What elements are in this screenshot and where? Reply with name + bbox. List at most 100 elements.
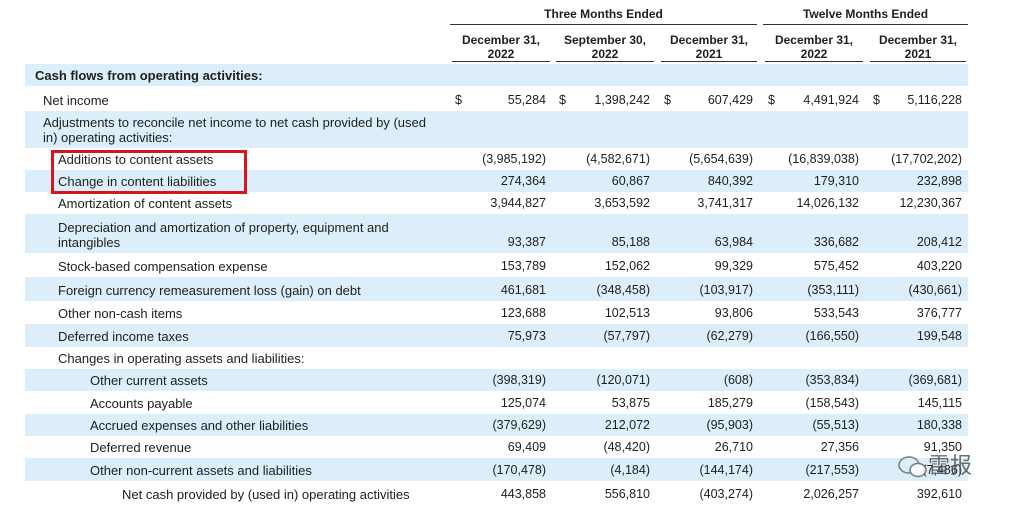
table-row: Stock-based compensation expense 153,789 1… (25, 253, 968, 277)
table-row: Changes in operating assets and liabilit… (25, 347, 968, 369)
cell-value: 85,188 (611, 235, 650, 249)
table-row: Change in content liabilities 274,364 60,8… (25, 170, 968, 192)
cell-value: 55,284 (507, 93, 546, 107)
row-label: Foreign currency remeasurement loss (gai… (58, 283, 361, 298)
table-row: Accounts payable 125,074 53,875 185,279 (158… (25, 391, 968, 414)
cell-value: 840,392 (707, 174, 753, 188)
cell-value: (348,458) (596, 283, 650, 297)
cell-value: 145,115 (917, 396, 962, 410)
watermark-text: 雷报 (928, 454, 973, 479)
cell-value: 4,491,924 (803, 93, 859, 107)
cell-value: (353,111) (807, 283, 859, 297)
table-row: Deferred revenue 69,409 (48,420) 26,710 27,3… (25, 436, 968, 458)
cell-value: (120,071) (596, 373, 650, 387)
currency-symbol: $ (559, 93, 566, 107)
cell-value: (95,903) (706, 418, 753, 432)
table-row: Net cash provided by (used in) operating… (25, 481, 968, 505)
table-row: Other non-cash items 123,688 102,513 93,806… (25, 301, 968, 324)
cell-value: (57,797) (603, 329, 650, 343)
cell-value: 99,329 (714, 259, 753, 273)
cell-value: 12,230,367 (899, 196, 962, 210)
wechat-icon (898, 456, 927, 478)
cell-value: (379,629) (492, 418, 546, 432)
table-row: Depreciation and amortization of propert… (25, 214, 968, 253)
cell-value: 556,810 (604, 487, 650, 501)
row-label: Adjustments to reconcile net income to n… (43, 115, 426, 145)
currency-symbol: $ (873, 93, 880, 107)
cell-value: 93,806 (714, 306, 753, 320)
cell-value: 2,026,257 (803, 487, 859, 501)
cell-value: 60,867 (611, 174, 650, 188)
table-row: Deferred income taxes 75,973 (57,797) (62,2… (25, 324, 968, 347)
cell-value: 403,220 (916, 259, 962, 273)
cell-value: 63,984 (714, 235, 753, 249)
cell-value: 607,429 (707, 93, 753, 107)
cell-value: 185,279 (707, 396, 753, 410)
currency-symbol: $ (768, 93, 775, 107)
cell-value: 232,898 (916, 174, 962, 188)
cell-value: 180,338 (916, 418, 962, 432)
currency-symbol: $ (664, 93, 671, 107)
cell-value: (144,174) (699, 463, 753, 477)
cell-value: (398,319) (492, 373, 546, 387)
cell-value: (369,681) (908, 373, 962, 387)
row-label: Change in content liabilities (58, 174, 217, 189)
row-label: Depreciation and amortization of propert… (58, 220, 389, 250)
cell-value: 125,074 (500, 396, 546, 410)
cell-value: 5,116,228 (907, 93, 962, 107)
table-row: Additions to content assets (3,985,192) (4… (25, 148, 968, 170)
row-label: Other non-cash items (58, 306, 183, 321)
cell-value: (217,553) (805, 463, 859, 477)
cell-value: 199,548 (916, 329, 962, 343)
cell-value: 575,452 (813, 259, 859, 273)
currency-symbol: $ (455, 93, 462, 107)
cell-value: 336,682 (813, 235, 859, 249)
row-label: Amortization of content assets (58, 196, 233, 211)
cell-value: 53,875 (611, 396, 650, 410)
cell-value: 208,412 (916, 235, 962, 249)
cell-value: 1,398,242 (594, 93, 650, 107)
group-header: Twelve Months Ended (763, 7, 968, 25)
row-label: Other current assets (90, 373, 208, 388)
row-label: Accounts payable (90, 396, 193, 411)
cell-value: 27,356 (820, 440, 859, 454)
cell-value: 26,710 (714, 440, 753, 454)
column-header: December 31, 2022 (765, 33, 863, 62)
table-row: Adjustments to reconcile net income to n… (25, 111, 968, 148)
row-label: Deferred revenue (90, 440, 192, 455)
cell-value: (17,702,202) (891, 152, 962, 166)
column-header-line: December 31, (461, 33, 541, 47)
cell-value: (62,279) (706, 329, 753, 343)
column-header-line: 2021 (695, 47, 723, 61)
cell-value: (5,654,639) (689, 152, 753, 166)
cell-value: (403,274) (699, 487, 753, 501)
watermark: 雷报 (898, 448, 972, 480)
row-label: Deferred income taxes (58, 329, 189, 344)
cell-value: (158,543) (805, 396, 859, 410)
highlight-box (51, 150, 247, 194)
cell-value: (16,839,038) (788, 152, 859, 166)
cell-value: 91,350 (923, 440, 962, 454)
column-header: December 31, 2021 (661, 33, 757, 62)
column-header-line: 2022 (800, 47, 828, 61)
cell-value: 69,409 (507, 440, 546, 454)
cell-value: (55,513) (812, 418, 859, 432)
cell-value: 152,062 (604, 259, 650, 273)
group-header: Three Months Ended (450, 7, 757, 25)
cell-value: 102,513 (604, 306, 650, 320)
table-row: Amortization of content assets 3,944,827 3… (25, 192, 968, 214)
cell-value: 274,364 (500, 174, 546, 188)
table-row: Other non-current assets and liabilities… (25, 458, 968, 481)
cell-value: 75,973 (507, 329, 546, 343)
cell-value: 153,789 (500, 259, 546, 273)
row-label: Net income (43, 93, 109, 108)
row-label: Additions to content assets (58, 152, 214, 167)
cell-value: 179,310 (813, 174, 859, 188)
row-label: Other non-current assets and liabilities (90, 463, 312, 478)
column-header-line: September 30, (563, 33, 647, 47)
section-heading: Cash flows from operating activities: (35, 68, 263, 83)
cell-value: (166,550) (805, 329, 859, 343)
cell-value: (170,478) (492, 463, 546, 477)
cell-value: (4,184) (610, 463, 650, 477)
